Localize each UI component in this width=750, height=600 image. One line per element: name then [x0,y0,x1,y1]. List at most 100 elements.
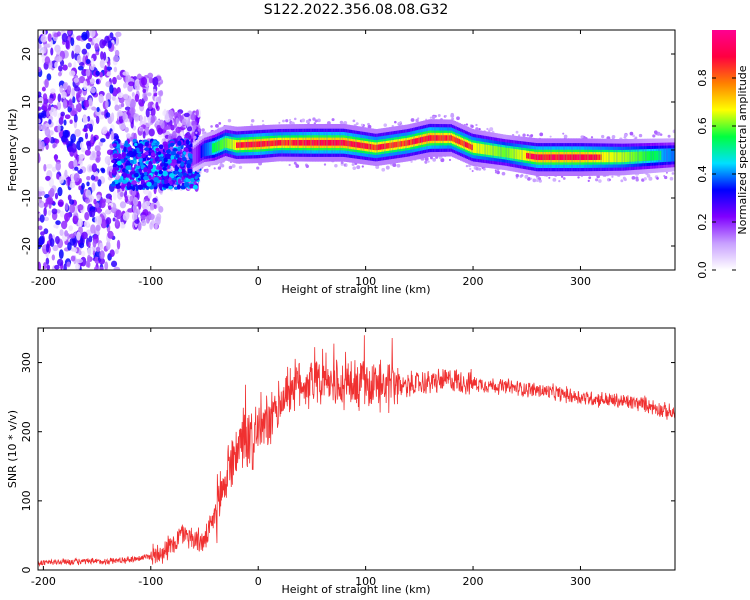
spectrogram-cell [43,163,47,172]
spectrogram-cell [99,71,104,78]
snr-y-tick-label: 300 [20,352,33,373]
spectrogram-ridge-cell [334,139,337,146]
spectrogram-ridge-cell [558,154,561,161]
spectrogram-ridge-cell [232,139,236,150]
spectrogram-ridge-cell [326,139,329,146]
spectrogram-cell [424,160,428,164]
spectrogram-cell [91,182,96,192]
spectrogram-cell [444,115,447,118]
spectrogram-cell [105,92,112,102]
spectrogram-ridge-cell [616,152,619,163]
spectrogram-cell [535,179,539,182]
spectrogram-cell [154,223,158,230]
spectrogram-cell [448,158,452,162]
spectrogram-cell [527,176,531,181]
spectrogram-ridge-cell [197,145,200,163]
spectrogram-ridge-cell [376,144,379,151]
spectrogram-ridge-cell [385,143,389,149]
spectrogram-cell [38,106,42,111]
spectrogram-ridge-cell [310,139,313,146]
spectrogram-ridge-cell [479,143,482,154]
spectrogram-ridge-cell [511,148,515,159]
spectrogram-cell [145,108,150,118]
spectrogram-ridge-cell [221,139,225,150]
spectrogram-cell [162,166,167,171]
spectrogram-cell [352,119,356,123]
spectrogram-cell [331,118,335,122]
spectrogram-cell [301,118,305,123]
spectrogram-cell [45,175,51,181]
spectrogram-cell [652,134,656,138]
spectrogram-ridge-cell [521,149,524,160]
spectrogram-ridge-cell [566,154,569,161]
spectrogram-cell [45,257,50,265]
spectrogram-cell [171,159,177,164]
spectrogram-ridge-cell [410,139,413,145]
spectrogram-ridge-cell [524,150,528,161]
spectrogram-ridge-cell [450,135,453,141]
spectrogram-cell [351,162,355,166]
spectrogram-cell [182,151,187,156]
spectrogram-marks [38,30,675,270]
spectrogram-cell [84,149,91,156]
spectrogram-cell [181,118,187,126]
spectrogram-cell [410,160,413,163]
spectrogram-cell [101,126,108,135]
spectrogram-ridge-cell [550,154,553,161]
spectrogram-cell [95,51,100,56]
spectrogram-ridge-cell [648,151,652,161]
spectrogram-cell [140,214,147,220]
spectrogram-cell [577,176,580,179]
spectrogram-cell [41,86,46,92]
spectrogram-ridge-cell [442,135,445,141]
spectrogram-ridge-cell [637,151,640,162]
spectrogram-ridge-cell [619,152,623,163]
snr-x-tick-label: 200 [463,575,484,588]
spectrogram-ridge-cell [640,151,644,162]
spectrogram-cell [665,171,668,174]
spectrogram-cell [177,112,182,117]
spectrogram-cell [106,240,111,251]
spectrogram-ridge-cell [384,143,387,150]
spectrogram-cell [494,169,497,172]
spectrogram-cell [43,202,48,208]
spectrogram-ridge-cell [435,135,439,141]
spectrogram-cell [154,156,159,162]
snr-x-tick-label: 0 [255,575,262,588]
spectrogram-cell [43,216,50,222]
spectrogram-cell [392,163,397,167]
spectrogram-cell [98,257,106,265]
spectrogram-cell [134,80,140,91]
spectrogram-cell [437,114,441,117]
spectrogram-ridge-cell [555,154,558,161]
spectrogram-ridge-cell [643,151,647,161]
spectrogram-cell [68,160,75,170]
spectrogram-cell [115,218,119,226]
spectrogram-ridge-cell [319,139,323,146]
spectrogram-cell [112,76,117,85]
spectrogram-cell [360,123,364,127]
spectrogram-cell [383,123,388,127]
spectrogram-cell [440,158,445,163]
spectrogram-ridge-cell [545,154,549,161]
spectrogram-cell [105,66,113,71]
spectrogram-ridge-cell [203,143,207,157]
spectrogram-cell [195,131,198,134]
spectrogram-ridge-cell [440,135,444,141]
spectrogram-ridge-cell [240,142,244,148]
colorbar-gradient [712,30,736,270]
spectrogram-ridge-cell [664,148,668,162]
spectrogram-ridge-cell [289,140,292,146]
spectrogram-cell [672,129,675,134]
spectrogram-ridge-cell [672,148,675,162]
spectrogram-cell [65,138,69,146]
spectrogram-cell [133,172,139,178]
spectrogram-cell [43,137,50,144]
spectrogram-cell [142,88,147,93]
spectrogram-ridge-cell [514,149,518,159]
spectrogram-cell [469,167,472,171]
spectrogram-cell [66,261,71,268]
spectrogram-cell [82,80,88,91]
spectrogram-cell [520,174,524,177]
